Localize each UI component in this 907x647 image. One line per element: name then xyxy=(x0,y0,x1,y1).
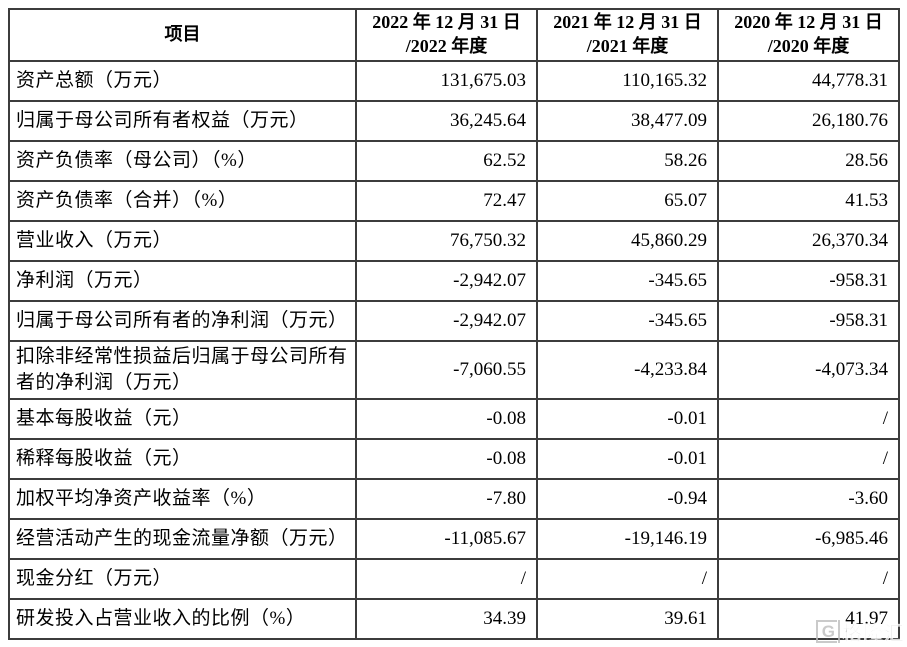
header-2022-year: /2022 年度 xyxy=(405,36,488,56)
table-row-basic-eps: 基本每股收益（元） -0.08 -0.01 / xyxy=(8,398,900,440)
value-2021: 39.61 xyxy=(536,598,719,640)
value-2020: 28.56 xyxy=(717,140,900,182)
row-label: 稀释每股收益（元） xyxy=(8,438,357,480)
value-2022: 72.47 xyxy=(355,180,538,222)
value-2022: / xyxy=(355,558,538,600)
value-2022: 36,245.64 xyxy=(355,100,538,142)
value-2022: -2,942.07 xyxy=(355,260,538,302)
table-header: 项目 2022 年 12 月 31 日 /2022 年度 2021 年 12 月… xyxy=(8,8,900,62)
value-2020: / xyxy=(717,398,900,440)
value-2022: -0.08 xyxy=(355,398,538,440)
value-2020: -4,073.34 xyxy=(717,340,900,400)
value-2020: 41.53 xyxy=(717,180,900,222)
value-2021: -0.01 xyxy=(536,398,719,440)
value-2020: 26,180.76 xyxy=(717,100,900,142)
value-2021: 45,860.29 xyxy=(536,220,719,262)
row-label: 研发投入占营业收入的比例（%） xyxy=(8,598,357,640)
header-2022-date: 2022 年 12 月 31 日 xyxy=(372,12,521,33)
table-row-revenue: 营业收入（万元） 76,750.32 45,860.29 26,370.34 xyxy=(8,220,900,262)
value-2021: / xyxy=(536,558,719,600)
value-2021: 65.07 xyxy=(536,180,719,222)
value-2020: 44,778.31 xyxy=(717,60,900,102)
row-label: 资产总额（万元） xyxy=(8,60,357,102)
header-2021-date: 2021 年 12 月 31 日 xyxy=(553,12,702,33)
row-label: 营业收入（万元） xyxy=(8,220,357,262)
value-2021: -345.65 xyxy=(536,300,719,342)
header-2021-year: /2021 年度 xyxy=(586,36,669,56)
value-2022: 62.52 xyxy=(355,140,538,182)
header-item: 项目 xyxy=(8,8,357,62)
table-row-net-profit-excl-nonrecurring: 扣除非经常性损益后归属于母公司所有者的净利润（万元） -7,060.55 -4,… xyxy=(8,340,900,400)
row-label: 扣除非经常性损益后归属于母公司所有者的净利润（万元） xyxy=(8,340,357,400)
value-2022: -7,060.55 xyxy=(355,340,538,400)
header-2020-date: 2020 年 12 月 31 日 xyxy=(734,12,883,33)
table-row-parent-equity: 归属于母公司所有者权益（万元） 36,245.64 38,477.09 26,1… xyxy=(8,100,900,142)
value-2021: -4,233.84 xyxy=(536,340,719,400)
value-2021: 38,477.09 xyxy=(536,100,719,142)
table-row-cash-dividend: 现金分红（万元） / / / xyxy=(8,558,900,600)
row-label: 资产负债率（合并）（%） xyxy=(8,180,357,222)
table-row-operating-cash-flow: 经营活动产生的现金流量净额（万元） -11,085.67 -19,146.19 … xyxy=(8,518,900,560)
value-2021: 110,165.32 xyxy=(536,60,719,102)
value-2021: -345.65 xyxy=(536,260,719,302)
header-2020-year: /2020 年度 xyxy=(767,36,850,56)
value-2021: 58.26 xyxy=(536,140,719,182)
value-2022: 131,675.03 xyxy=(355,60,538,102)
financial-summary-table: 项目 2022 年 12 月 31 日 /2022 年度 2021 年 12 月… xyxy=(8,8,900,640)
row-label: 资产负债率（母公司）（%） xyxy=(8,140,357,182)
row-label: 归属于母公司所有者权益（万元） xyxy=(8,100,357,142)
value-2022: 34.39 xyxy=(355,598,538,640)
value-2020: / xyxy=(717,438,900,480)
table-row-net-profit-parent: 归属于母公司所有者的净利润（万元） -2,942.07 -345.65 -958… xyxy=(8,300,900,342)
table-row-net-profit: 净利润（万元） -2,942.07 -345.65 -958.31 xyxy=(8,260,900,302)
table-row-debt-ratio-consolidated: 资产负债率（合并）（%） 72.47 65.07 41.53 xyxy=(8,180,900,222)
value-2020: -958.31 xyxy=(717,260,900,302)
header-2021: 2021 年 12 月 31 日 /2021 年度 xyxy=(536,8,719,62)
value-2020: -3.60 xyxy=(717,478,900,520)
value-2022: -2,942.07 xyxy=(355,300,538,342)
table-row-weighted-roe: 加权平均净资产收益率（%） -7.80 -0.94 -3.60 xyxy=(8,478,900,520)
table-row-total-assets: 资产总额（万元） 131,675.03 110,165.32 44,778.31 xyxy=(8,60,900,102)
row-label: 现金分红（万元） xyxy=(8,558,357,600)
value-2020: / xyxy=(717,558,900,600)
row-label: 加权平均净资产收益率（%） xyxy=(8,478,357,520)
row-label: 经营活动产生的现金流量净额（万元） xyxy=(8,518,357,560)
value-2021: -0.94 xyxy=(536,478,719,520)
table-row-diluted-eps: 稀释每股收益（元） -0.08 -0.01 / xyxy=(8,438,900,480)
header-2022: 2022 年 12 月 31 日 /2022 年度 xyxy=(355,8,538,62)
value-2021: -0.01 xyxy=(536,438,719,480)
value-2022: -7.80 xyxy=(355,478,538,520)
table-row-rd-ratio: 研发投入占营业收入的比例（%） 34.39 39.61 41.97 xyxy=(8,598,900,640)
value-2020: -958.31 xyxy=(717,300,900,342)
value-2022: 76,750.32 xyxy=(355,220,538,262)
value-2022: -11,085.67 xyxy=(355,518,538,560)
value-2022: -0.08 xyxy=(355,438,538,480)
row-label: 净利润（万元） xyxy=(8,260,357,302)
row-label: 归属于母公司所有者的净利润（万元） xyxy=(8,300,357,342)
table-body: 资产总额（万元） 131,675.03 110,165.32 44,778.31… xyxy=(8,60,900,640)
value-2020: 41.97 xyxy=(717,598,900,640)
value-2020: -6,985.46 xyxy=(717,518,900,560)
value-2021: -19,146.19 xyxy=(536,518,719,560)
table-row-debt-ratio-parent: 资产负债率（母公司）（%） 62.52 58.26 28.56 xyxy=(8,140,900,182)
header-row: 项目 2022 年 12 月 31 日 /2022 年度 2021 年 12 月… xyxy=(8,8,900,62)
value-2020: 26,370.34 xyxy=(717,220,900,262)
row-label: 基本每股收益（元） xyxy=(8,398,357,440)
header-2020: 2020 年 12 月 31 日 /2020 年度 xyxy=(717,8,900,62)
